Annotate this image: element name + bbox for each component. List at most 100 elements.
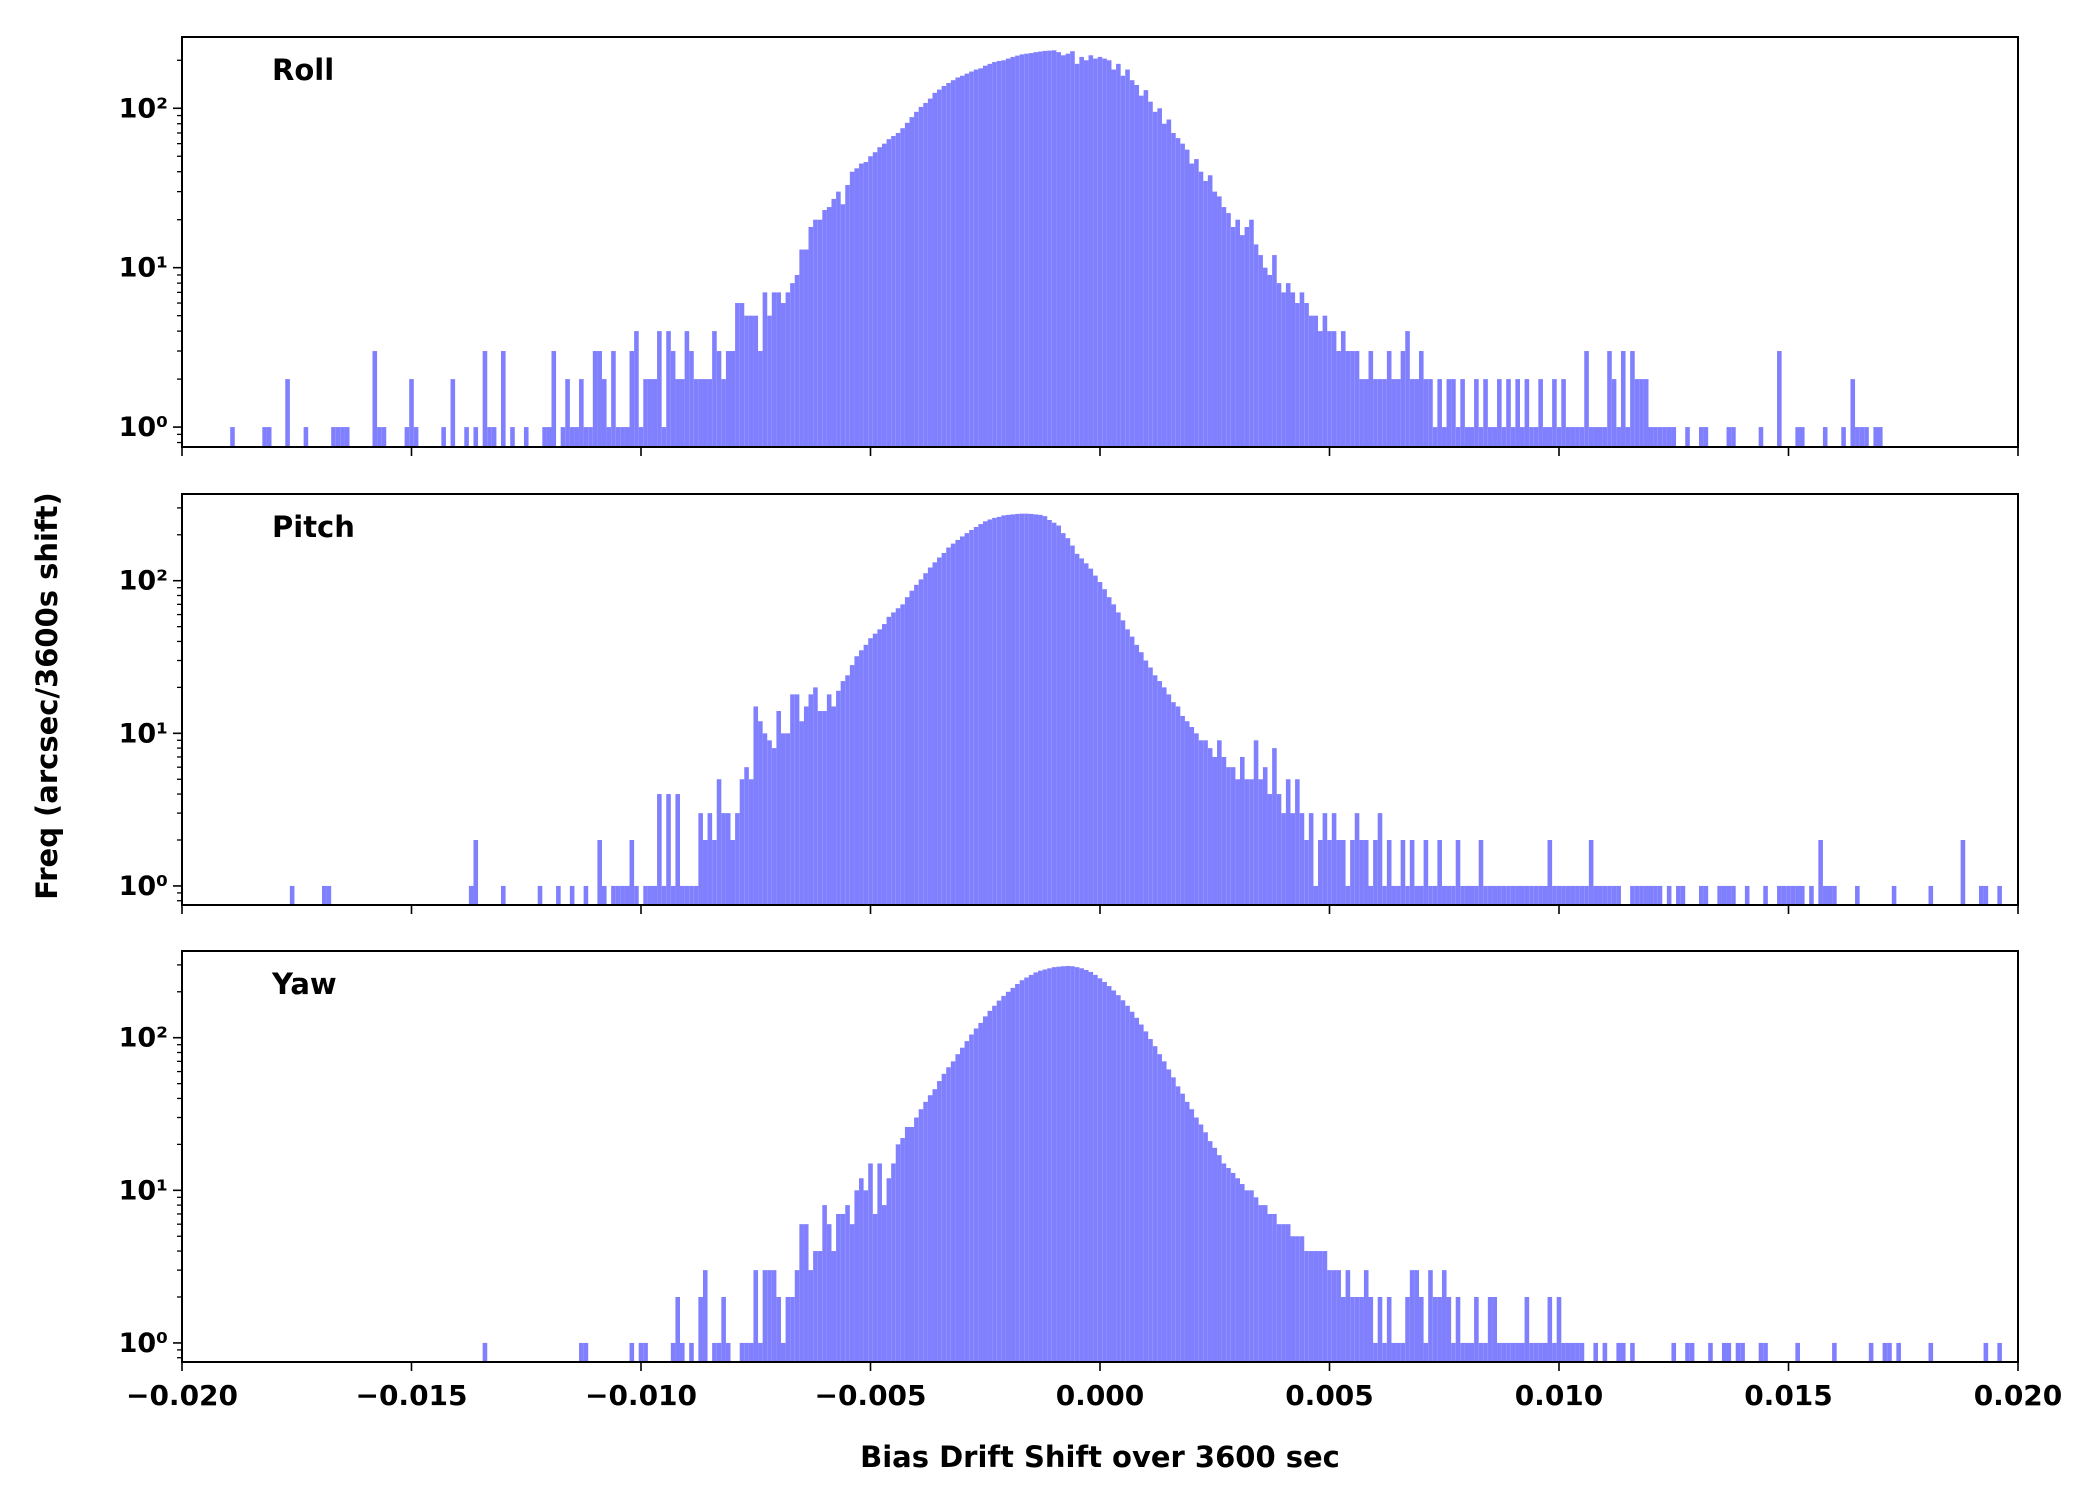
histogram-bar — [1318, 331, 1323, 447]
histogram-bar — [762, 292, 768, 447]
histogram-bar — [863, 644, 869, 905]
histogram-bar — [1455, 1296, 1461, 1362]
histogram-bar — [1249, 1190, 1254, 1362]
histogram-bar — [1198, 1124, 1204, 1362]
histogram-bar — [1184, 721, 1190, 905]
histogram-bar — [1630, 351, 1635, 447]
histogram-bar — [831, 706, 837, 905]
histogram-bar — [739, 303, 745, 447]
histogram-bar — [1106, 986, 1112, 1362]
histogram-bar — [1171, 702, 1176, 905]
histogram-bar — [1230, 767, 1236, 905]
histogram-bar — [1359, 379, 1364, 447]
histogram-bar — [1602, 427, 1608, 447]
histogram-bar — [758, 721, 763, 905]
histogram-bar — [744, 315, 749, 447]
histogram-bar — [1643, 379, 1649, 447]
histogram-bar — [840, 681, 846, 905]
histogram-bar — [1060, 533, 1066, 905]
histogram-bar — [1492, 885, 1498, 905]
histogram-bar — [831, 198, 837, 447]
histogram-bar — [1620, 1342, 1626, 1362]
histogram-bar — [1244, 226, 1250, 447]
histogram-bar — [1042, 516, 1048, 905]
histogram-bar — [1735, 1342, 1741, 1362]
histogram-bar — [1451, 1342, 1456, 1362]
histogram-bar — [1611, 885, 1617, 905]
histogram-bar — [1542, 885, 1548, 905]
histogram-bar — [758, 351, 763, 447]
histogram-bar — [872, 152, 878, 448]
histogram-bar — [721, 1296, 726, 1362]
histogram-bar — [1102, 981, 1107, 1362]
histogram-bar — [946, 547, 951, 905]
histogram-bar — [1519, 427, 1525, 447]
histogram-bar — [822, 1205, 827, 1362]
histogram-bar — [836, 1213, 841, 1362]
histogram-bar — [996, 60, 1002, 448]
histogram-bar — [937, 89, 942, 447]
histogram-bar — [1267, 1213, 1273, 1362]
histogram-bar — [381, 427, 387, 447]
histogram-bar — [744, 1342, 749, 1362]
y-tick-label: 10¹ — [119, 718, 168, 749]
histogram-bar — [1212, 756, 1218, 905]
histogram-bar — [1056, 52, 1061, 447]
histogram-bar — [808, 226, 814, 447]
histogram-bar — [1561, 885, 1566, 905]
histogram-bar — [629, 839, 635, 905]
panel-pitch: 10⁰ 10¹ 10² Pitch — [119, 493, 2019, 914]
histogram-bar — [1106, 597, 1112, 905]
histogram-bar — [1295, 303, 1300, 447]
histogram-bar — [1855, 427, 1860, 447]
histogram-bar — [1809, 885, 1814, 905]
histogram-bar — [1593, 1342, 1599, 1362]
histogram-bar — [987, 63, 993, 448]
histogram-bar — [1437, 839, 1442, 905]
histogram-bar — [1731, 885, 1736, 905]
histogram-bar — [790, 694, 795, 905]
histogram-bar — [1400, 839, 1406, 905]
histogram-bar — [1116, 995, 1121, 1362]
histogram-bar — [1194, 1117, 1199, 1362]
histogram-bar — [744, 767, 749, 905]
histogram-bar — [918, 579, 924, 905]
histogram-bar — [1102, 589, 1107, 905]
histogram-bar — [872, 1213, 878, 1362]
histogram-bar — [1152, 111, 1158, 447]
histogram-bar — [1593, 427, 1599, 447]
histogram-bar — [996, 516, 1002, 905]
histogram-bar — [1419, 885, 1424, 905]
histogram-bar — [1139, 652, 1144, 905]
histogram-bar — [881, 143, 887, 447]
histogram-bar — [1336, 1270, 1341, 1362]
histogram-bar — [1419, 351, 1424, 447]
histogram-bar — [1276, 1224, 1282, 1362]
histogram-bar — [891, 612, 896, 905]
histogram-bar — [693, 885, 699, 905]
histogram-bar — [1515, 885, 1520, 905]
histogram-bar — [1276, 794, 1282, 905]
x-tick-label: −0.005 — [814, 1379, 926, 1412]
histogram-bar — [1065, 966, 1071, 1362]
histogram-bar — [1391, 1342, 1397, 1362]
histogram-bar — [1285, 283, 1291, 447]
histogram-bar — [1125, 69, 1130, 447]
histogram-bar — [1111, 990, 1117, 1362]
histogram-bar — [1194, 733, 1199, 905]
histogram-bar — [1639, 885, 1644, 905]
histogram-bar — [776, 292, 781, 447]
histogram-bar — [1997, 885, 2002, 905]
histogram-bar — [1120, 75, 1126, 448]
histogram-bar — [1175, 138, 1181, 447]
histogram-bar — [1487, 885, 1493, 905]
histogram-bar — [1708, 1342, 1713, 1362]
histogram-bar — [1230, 226, 1236, 447]
histogram-bar — [1887, 1342, 1892, 1362]
histogram-bar — [579, 379, 584, 447]
histogram-bar — [932, 562, 938, 905]
histogram-bar — [510, 427, 515, 447]
histogram-bar — [937, 557, 942, 905]
histogram-bar — [826, 207, 832, 447]
histogram-bar — [1928, 885, 1934, 905]
